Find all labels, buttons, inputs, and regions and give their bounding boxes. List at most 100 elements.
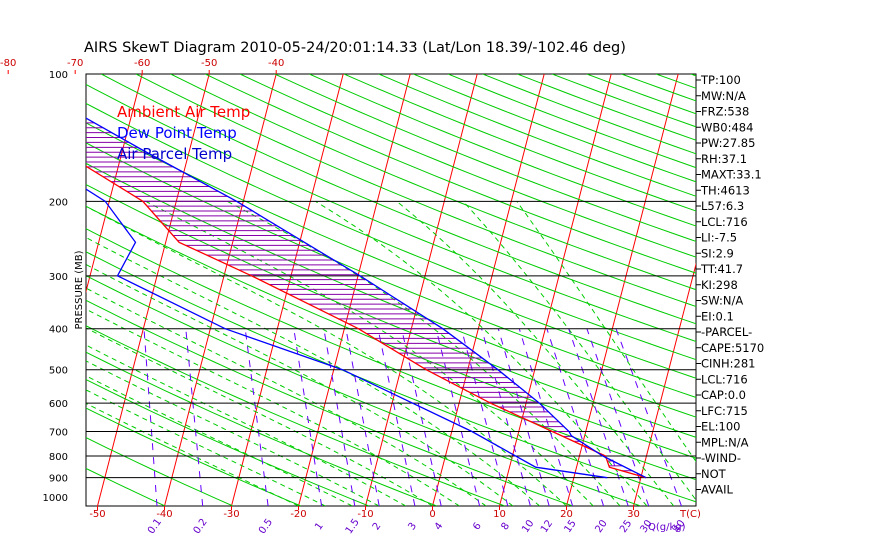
mixing-ratio-tick-label: 2 [371,521,384,533]
temp-tick-label: -20 [290,509,306,520]
stability-index-label: CINH:281 [701,357,756,371]
legend-air-parcel-temp: Air Parcel Temp [117,145,232,163]
temp-tick-label: 0 [429,509,435,520]
dry-adiabat-line [86,122,696,379]
isotherm-line [164,74,277,506]
stability-index-label: PW:27.85 [701,136,755,150]
pressure-tick-label: 300 [49,272,68,283]
isotherm-line [835,74,870,506]
pressure-tick-label: 600 [49,399,68,410]
top-temp-tick-label: -80 [0,58,16,69]
ambient-air-temp-line [86,165,647,479]
x-unit-label: T(C) [679,509,701,520]
dry-adiabat-lines [86,74,870,506]
isotherm-line [499,74,612,506]
mixing-ratio-lines [143,328,682,506]
isotherm-line [365,74,478,506]
dry-adiabat-line [447,74,696,169]
dry-adiabat-line [517,74,696,141]
dry-adiabat-line [309,74,696,227]
mixing-ratio-line [185,328,204,506]
moist-adiabat-line [86,308,460,506]
mixing-ratio-tick-label: 4 [433,521,446,533]
mixing-ratio-tick-label: 1 [313,521,326,533]
mixing-ratio-line [546,328,605,506]
dry-adiabat-line [413,74,696,183]
pressure-tick-label: 900 [49,474,68,485]
dry-adiabat-line [760,74,870,506]
stability-index-label: MW:N/A [701,89,746,103]
dry-adiabat-line [274,74,696,242]
dry-adiabat-line [86,205,696,459]
stability-index-label: -PARCEL- [701,325,752,339]
mixing-ratio-line [293,328,323,506]
temp-tick-label: -40 [156,509,172,520]
isotherm-line [432,74,545,506]
moist-adiabat-line [462,200,696,501]
mixing-ratio-tick-label: 10 [520,518,536,535]
moist-adiabat-lines [86,200,696,506]
dry-adiabat-line [86,162,696,418]
legend-ambient-air-temp: Ambient Air Temp [117,103,250,121]
temp-tick-label: -50 [89,509,105,520]
mixing-ratio-line [244,328,269,506]
pressure-tick-label: 1000 [43,493,68,504]
isotherm-line [231,74,344,506]
mixing-ratio-tick-label: 25 [618,518,634,535]
mixing-ratio-line [481,328,531,506]
air-parcel-temp-line [86,117,647,479]
mixing-ratio-line [518,328,574,506]
isotherm-line [298,74,411,506]
dry-adiabat-line [482,74,696,155]
dry-adiabat-line [86,351,437,506]
dry-adiabat-line [205,74,696,274]
stability-index-label: LFC:715 [701,404,748,418]
mixing-ratio-line [586,328,650,506]
dry-adiabat-line [170,74,696,291]
pressure-tick-label: 700 [49,428,68,439]
top-temp-tick-label: -70 [67,58,83,69]
dry-adiabat-line [101,74,696,325]
mixing-ratio-line [323,328,356,506]
stability-index-label: CAPE:5170 [701,341,764,355]
stability-index-label: SW:N/A [701,294,743,308]
isotherm-line [0,74,75,506]
stability-index-label: MAXT:33.1 [701,168,762,182]
dry-adiabat-line [86,102,696,361]
sounding-series [86,117,647,479]
legend-dew-point-temp: Dew Point Temp [117,124,237,142]
stability-index-label: LI:-7.5 [701,231,737,245]
mixing-ratio-tick-label: 8 [499,521,512,533]
pressure-tick-label: 200 [49,197,68,208]
stability-index-label: WB0:484 [701,120,753,134]
dry-adiabat-line [135,74,696,308]
pressure-tick-label: 500 [49,366,68,377]
dry-adiabat-line [86,251,696,503]
mixing-ratio-tick-label: 15 [562,518,578,535]
dry-adiabat-line [86,142,696,398]
isotherm-lines [0,74,870,506]
stability-index-label: KI:298 [701,278,738,292]
stability-index-label: MPL:N/A [701,435,749,449]
moist-adiabat-line [315,200,648,506]
mixing-ratio-line [460,328,509,506]
temp-tick-label: 30 [627,509,640,520]
mixing-ratio-tick-label: 0.5 [257,517,275,536]
mixing-ratio-tick-label: 6 [471,521,484,533]
moist-adiabat-line [86,389,326,506]
mixing-ratio-tick-label: 3 [407,521,420,533]
dry-adiabat-line [86,299,573,506]
moist-adiabat-line [86,236,541,506]
isotherm-line [768,74,870,506]
dry-adiabat-line [343,74,696,212]
mixing-ratio-tick-label: 0.2 [192,517,210,536]
moist-adiabat-line [227,200,621,506]
temp-tick-label: -10 [357,509,373,520]
moist-adiabat-line [86,327,433,506]
isotherm-line [0,74,8,506]
stability-index-label: LCL:716 [701,372,748,386]
isotherm-line [86,74,143,294]
dry-adiabat-line [795,74,870,506]
mixing-ratio-line [497,328,550,506]
